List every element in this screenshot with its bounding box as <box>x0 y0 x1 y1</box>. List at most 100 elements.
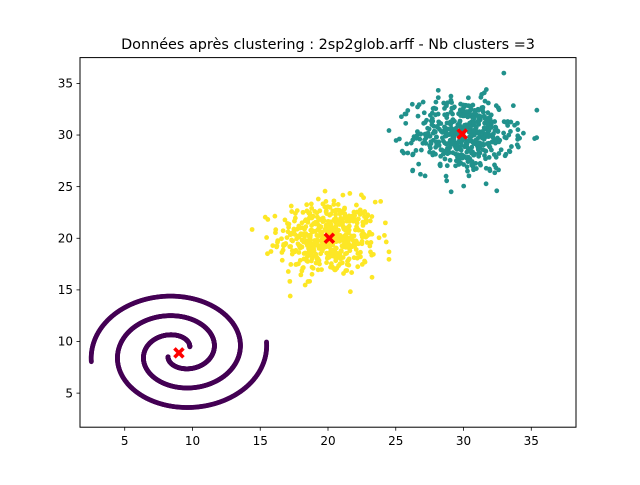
data-point <box>426 126 432 132</box>
data-point <box>448 189 454 195</box>
data-point <box>483 132 489 138</box>
data-point <box>444 178 450 184</box>
data-point <box>370 251 376 257</box>
data-point <box>289 248 295 254</box>
data-point <box>361 231 367 237</box>
data-point <box>509 144 514 149</box>
data-point <box>333 258 339 264</box>
data-point <box>398 114 404 120</box>
data-point <box>339 243 345 249</box>
data-point <box>477 144 483 150</box>
data-point <box>430 106 436 111</box>
data-point <box>466 158 472 164</box>
x-tick-label: 5 <box>121 434 129 448</box>
cluster-2-points <box>249 188 392 299</box>
data-point <box>418 171 423 177</box>
data-point <box>434 124 440 130</box>
data-point <box>367 218 373 224</box>
data-point <box>307 234 312 240</box>
data-point <box>369 274 375 280</box>
data-point <box>424 117 429 123</box>
data-point <box>273 227 279 233</box>
data-point <box>421 120 427 126</box>
data-point <box>289 209 295 214</box>
cluster-1-points <box>88 293 270 410</box>
data-point <box>483 87 489 92</box>
data-point <box>515 120 520 126</box>
data-point <box>302 282 308 288</box>
data-point <box>415 113 421 119</box>
data-point <box>301 256 307 262</box>
data-point <box>279 250 285 255</box>
data-point <box>318 244 324 250</box>
data-point <box>429 110 435 116</box>
data-point <box>471 127 476 133</box>
data-point <box>442 125 448 131</box>
data-point <box>430 152 436 158</box>
data-point <box>415 104 420 110</box>
data-point <box>447 119 453 125</box>
data-point <box>486 155 492 160</box>
data-point <box>488 125 494 130</box>
data-point <box>296 223 302 229</box>
data-point <box>466 173 472 179</box>
data-point <box>378 198 384 204</box>
data-point <box>424 131 430 137</box>
data-point <box>275 239 280 245</box>
data-point <box>364 213 370 219</box>
data-point <box>418 131 424 137</box>
data-point <box>413 135 419 141</box>
y-tick-label: 10 <box>58 335 73 349</box>
data-point <box>355 264 361 270</box>
data-point <box>288 262 294 267</box>
data-point <box>315 196 321 202</box>
data-point <box>434 141 440 147</box>
data-point <box>403 111 409 117</box>
data-point <box>498 147 504 153</box>
data-point <box>449 100 455 105</box>
data-point <box>476 153 482 159</box>
data-point <box>437 162 443 168</box>
data-point <box>88 359 94 365</box>
data-point <box>458 147 464 153</box>
data-point <box>491 131 496 137</box>
data-point <box>401 150 407 156</box>
data-point <box>309 271 315 277</box>
data-point <box>382 233 387 238</box>
data-point <box>439 147 445 153</box>
data-point <box>450 150 456 156</box>
data-point <box>489 147 494 153</box>
data-point <box>490 135 496 140</box>
data-point <box>346 235 352 241</box>
data-point <box>336 263 342 269</box>
data-point <box>471 152 477 158</box>
data-point <box>312 220 318 225</box>
data-point <box>444 146 450 151</box>
y-tick-label: 35 <box>58 77 73 91</box>
data-point <box>485 110 491 116</box>
data-point <box>435 95 441 101</box>
data-point <box>317 228 323 234</box>
data-point <box>495 128 501 134</box>
data-point <box>467 103 472 109</box>
data-point <box>473 124 479 130</box>
data-point <box>308 201 314 207</box>
data-point <box>443 173 449 179</box>
x-tick-label: 15 <box>253 434 268 448</box>
data-point <box>372 199 378 205</box>
data-point <box>450 130 456 136</box>
data-point <box>489 119 495 125</box>
data-point <box>386 256 392 262</box>
data-point <box>279 257 285 263</box>
data-point <box>448 127 454 132</box>
data-point <box>335 202 341 207</box>
data-point <box>283 241 289 246</box>
data-point <box>448 109 454 115</box>
data-point <box>471 119 477 125</box>
data-point <box>304 254 310 260</box>
data-point <box>492 140 498 146</box>
data-point <box>308 227 314 233</box>
data-point <box>427 149 432 155</box>
data-point <box>484 121 490 127</box>
data-point <box>312 239 318 244</box>
